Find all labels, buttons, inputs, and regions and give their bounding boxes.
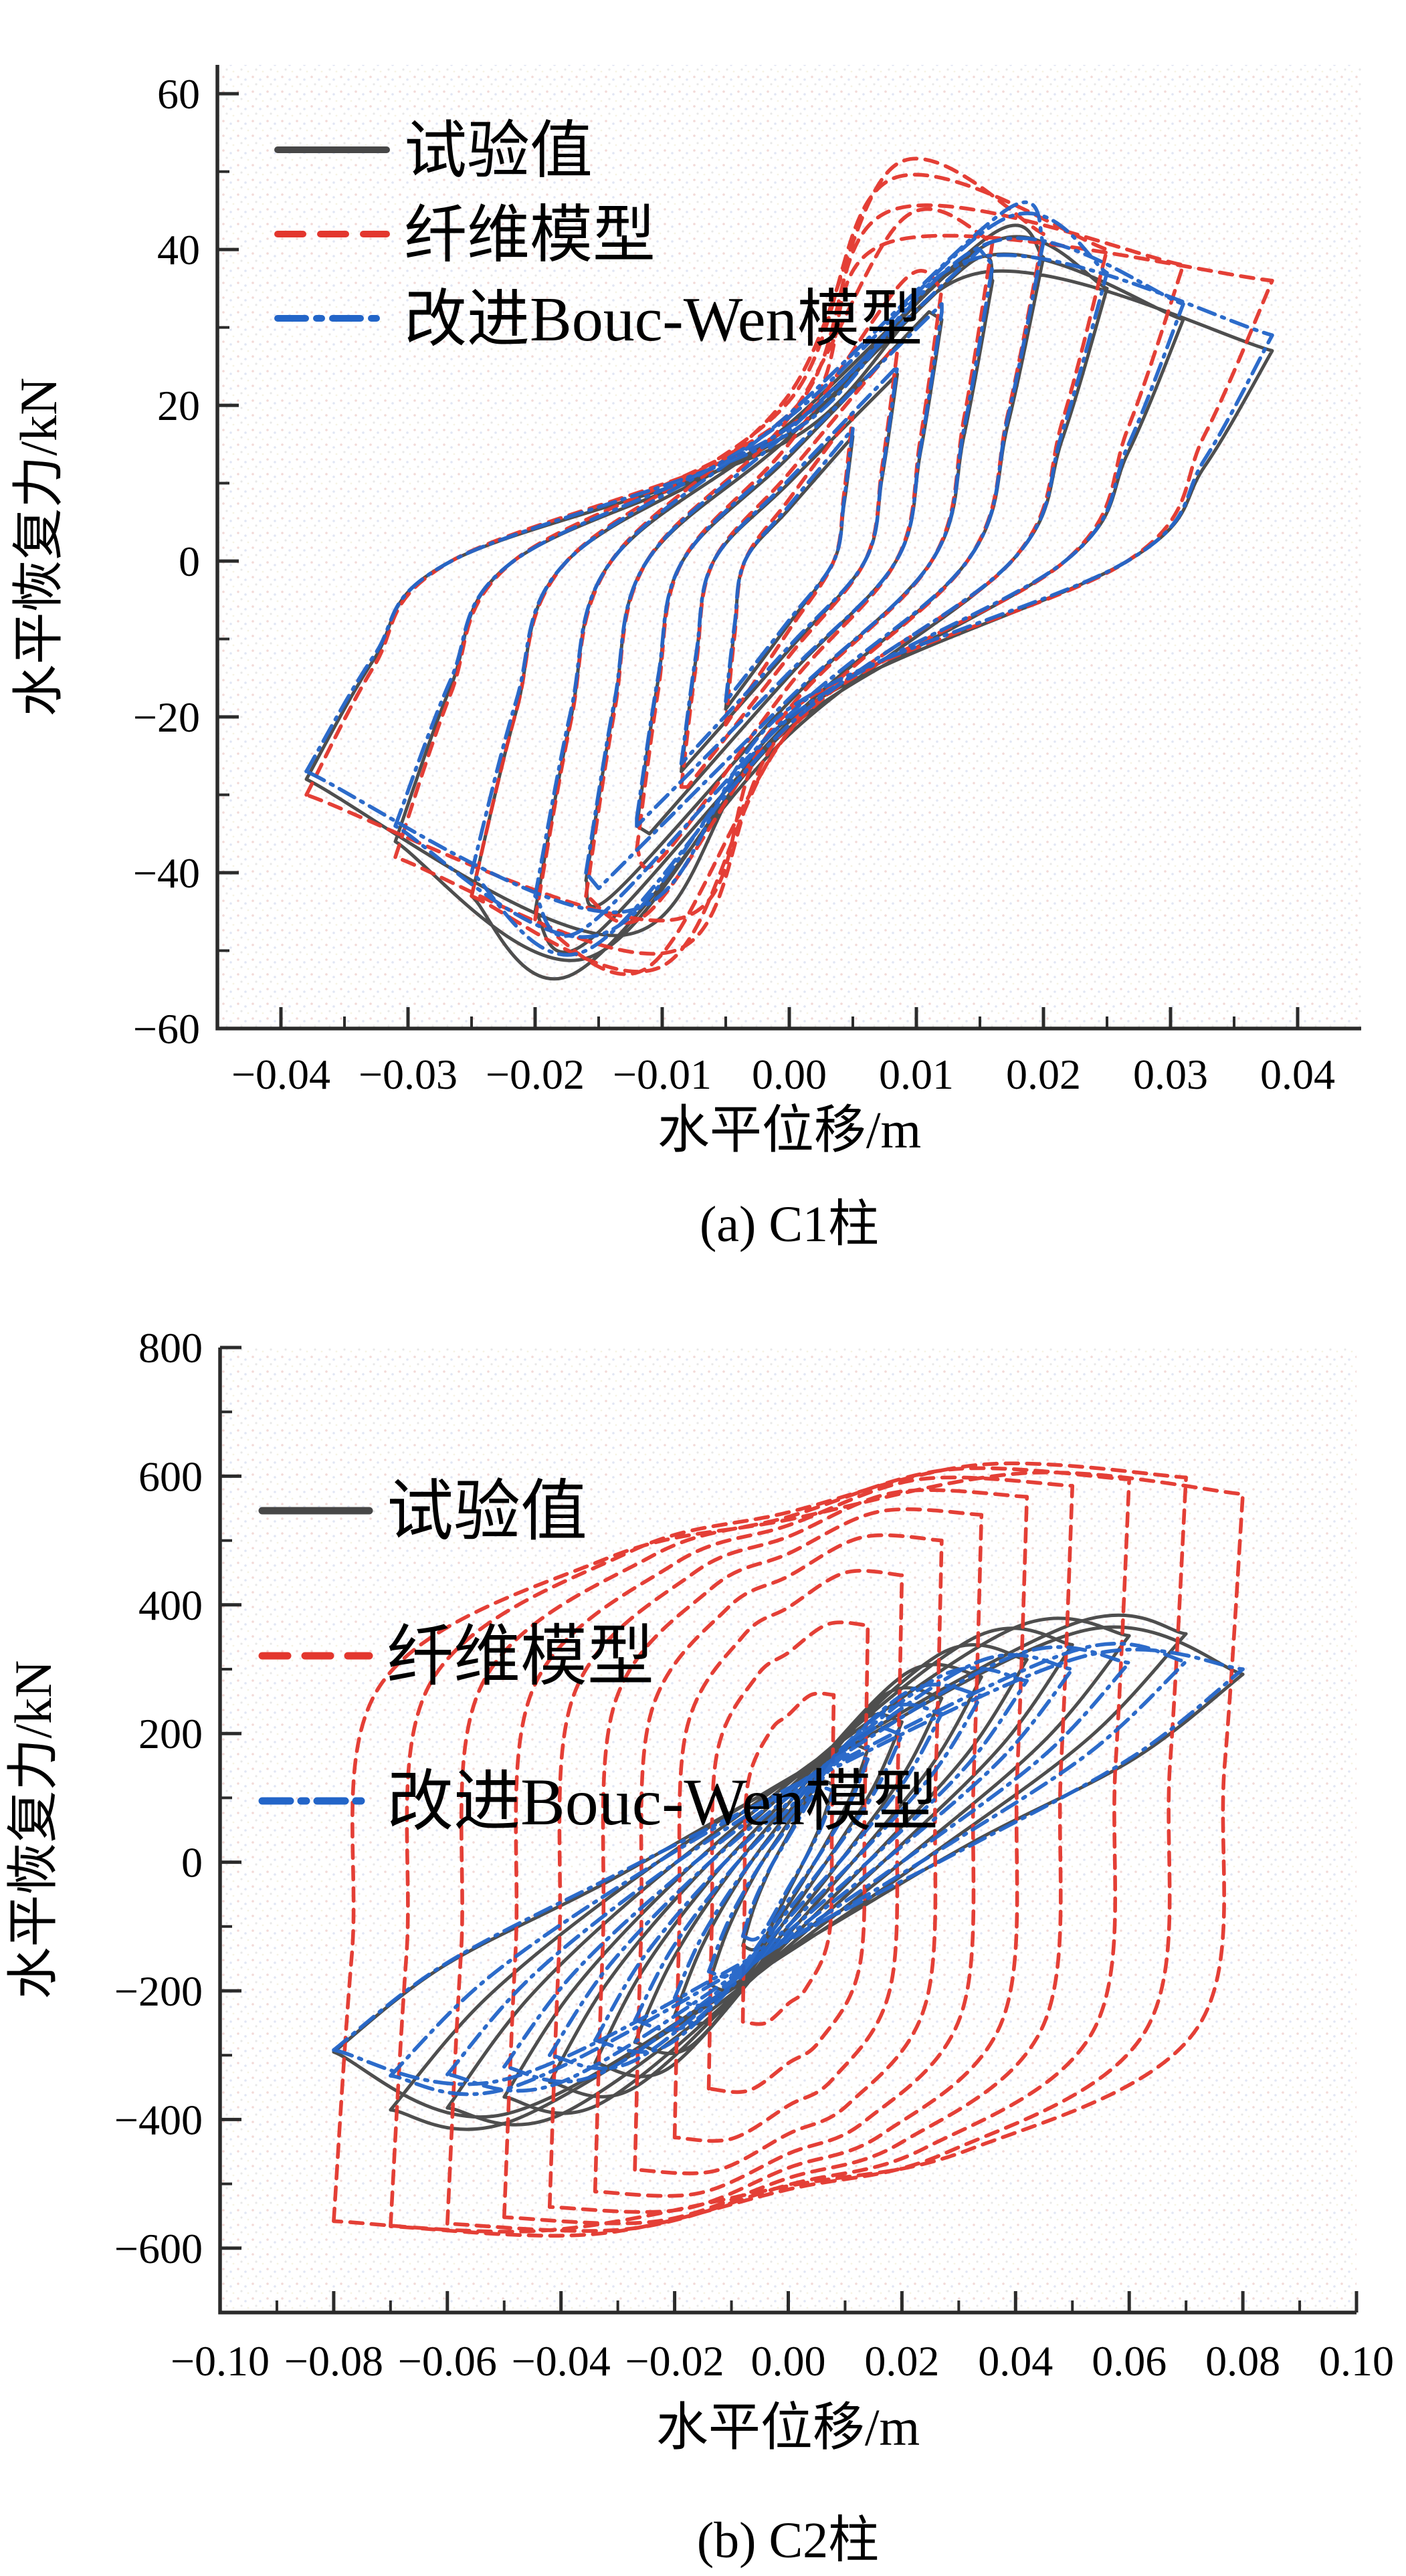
x-tick-label-a: 0.01 [879,1051,954,1098]
y-tick-label-b: 200 [138,1710,203,1757]
x-tick-label-b: 0.10 [1319,2337,1394,2385]
y-tick-label-a: 40 [157,226,200,274]
x-tick-label-b: 0.08 [1205,2337,1280,2385]
x-tick-label-b: −0.10 [171,2337,270,2385]
series-b-1-curve [332,1461,1245,2238]
series-a-2-curve [304,200,1274,957]
x-tick-label-a: −0.02 [486,1051,585,1098]
y-tick-label-b: −200 [114,1967,203,2015]
x-tick-label-b: −0.08 [284,2337,383,2385]
x-tick-label-b: 0.06 [1092,2337,1167,2385]
caption-b: (b) C2柱 [697,2512,879,2569]
y-axis-label-b: 水平恢复力/kN [4,1660,62,1999]
y-tick-label-a: 0 [179,538,200,585]
legend-label: 纤维模型 [387,1620,654,1694]
y-tick-label-b: 400 [138,1582,203,1629]
x-tick-label-b: 0.04 [978,2337,1053,2385]
y-tick-label-a: −20 [133,693,200,741]
axis-ticks-a [217,92,1300,1031]
y-tick-label-a: 20 [157,382,200,429]
x-axis-label-a: 水平位移/m [658,1101,921,1159]
y-tick-label-a: 60 [157,70,200,118]
x-tick-label-b: −0.06 [398,2337,497,2385]
x-tick-label-a: −0.04 [231,1051,330,1098]
caption-a: (a) C1柱 [700,1196,879,1253]
plot-panel-texture-b [220,1348,1357,2313]
legend-label: 改进Bouc-Wen模型 [404,285,923,354]
x-tick-label-b: −0.02 [625,2337,724,2385]
y-tick-label-b: 600 [138,1453,203,1500]
x-tick-label-b: −0.04 [512,2337,611,2385]
x-axis-label-b: 水平位移/m [656,2398,920,2456]
x-tick-label-b: 0.00 [751,2337,826,2385]
legend-label: 改进Bouc-Wen模型 [387,1765,938,1839]
y-tick-label-b: 0 [181,1839,203,1887]
axis-ticks-b [218,1346,1359,2313]
legend-label: 纤维模型 [404,201,656,270]
y-tick-label-b: −600 [114,2225,203,2272]
x-tick-label-a: 0.02 [1006,1051,1081,1098]
x-tick-label-a: 0.03 [1133,1051,1208,1098]
legend-label: 试验值 [387,1475,587,1549]
x-tick-label-a: −0.01 [613,1051,712,1098]
y-tick-label-a: −40 [133,849,200,897]
series-b-2-curve [332,1642,1245,2097]
x-tick-label-a: 0.04 [1260,1051,1335,1098]
y-axis-label-a: 水平恢复力/kN [9,377,68,716]
x-tick-label-a: 0.00 [752,1051,827,1098]
x-tick-label-b: 0.02 [864,2337,939,2385]
legend-label: 试验值 [404,116,593,186]
y-tick-label-b: 800 [138,1324,203,1372]
y-tick-label-a: −60 [133,1005,200,1053]
plot-panel-texture-a [217,65,1361,1029]
x-tick-label-a: −0.03 [359,1051,458,1098]
y-tick-label-b: −400 [114,2096,203,2143]
